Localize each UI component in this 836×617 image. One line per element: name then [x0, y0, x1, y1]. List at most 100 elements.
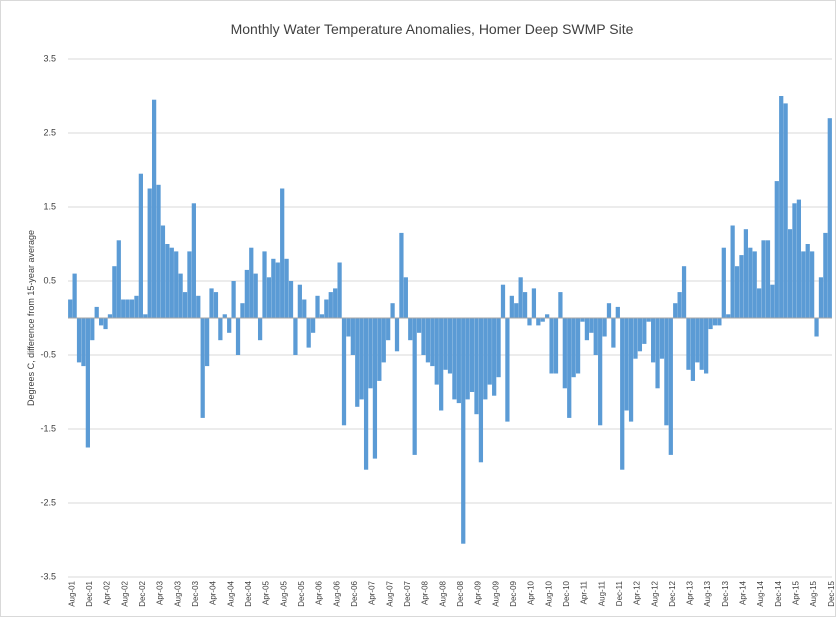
bar [642, 318, 647, 344]
bar [399, 232, 404, 318]
bar [818, 277, 824, 318]
bar [151, 99, 157, 318]
x-tick-label: Aug-02 [120, 580, 129, 606]
bar [757, 288, 762, 318]
bar [589, 318, 594, 333]
bar [138, 173, 143, 318]
bar [509, 295, 514, 318]
y-tick-label: 1.5 [43, 201, 56, 211]
x-tick-label: Apr-08 [421, 580, 430, 605]
x-tick-label: Apr-07 [368, 580, 377, 605]
bar [227, 318, 232, 333]
bar [567, 318, 572, 418]
bar [558, 292, 563, 318]
x-tick-label: Apr-05 [262, 580, 271, 605]
bar [368, 318, 373, 389]
bar [262, 251, 267, 318]
bar [469, 318, 475, 392]
bar [416, 318, 422, 333]
bar [761, 240, 766, 318]
bar [315, 295, 320, 318]
bar [615, 306, 620, 318]
y-tick-label: -2.5 [40, 497, 56, 507]
y-tick-label: -0.5 [40, 349, 56, 359]
bar [668, 318, 673, 455]
bar [319, 314, 325, 318]
bar [792, 203, 797, 318]
x-tick-label: Apr-14 [739, 580, 748, 605]
bar [324, 299, 329, 318]
bar [231, 281, 236, 318]
x-tick-label: Aug-05 [279, 580, 288, 606]
bar [129, 299, 135, 318]
bar [68, 299, 73, 318]
bar [483, 318, 488, 400]
bar [474, 318, 479, 415]
bar [580, 318, 585, 322]
bar [355, 318, 360, 407]
bar [655, 318, 660, 389]
bar [125, 299, 130, 318]
bar [143, 314, 148, 318]
bar [191, 203, 196, 318]
x-tick-label: Apr-13 [686, 580, 695, 605]
bar [425, 318, 431, 363]
x-tick-label: Apr-12 [633, 580, 642, 605]
bar [598, 318, 603, 426]
bar [147, 188, 152, 318]
x-tick-label: Dec-08 [456, 580, 465, 606]
bar [677, 292, 682, 318]
bar [169, 247, 174, 318]
bar [377, 318, 382, 381]
bar [266, 277, 272, 318]
bar [284, 258, 289, 318]
bar [430, 318, 435, 367]
x-tick-label: Dec-09 [509, 580, 518, 606]
bar [288, 281, 294, 318]
bar [302, 299, 307, 318]
bar [218, 318, 223, 341]
x-tick-label: Dec-06 [350, 580, 359, 606]
bar [204, 318, 210, 367]
bar [107, 314, 113, 318]
bar [717, 318, 722, 326]
bar [350, 318, 355, 355]
bar [739, 255, 744, 318]
bar [487, 318, 492, 385]
x-tick-label: Aug-13 [703, 580, 712, 606]
x-tick-label: Dec-15 [827, 580, 836, 606]
bar [76, 318, 82, 363]
bar [434, 318, 439, 385]
bar [196, 295, 201, 318]
bar [328, 292, 333, 318]
bar [540, 318, 545, 322]
bar [522, 292, 528, 318]
bar [478, 318, 484, 463]
bar [823, 232, 828, 318]
bar [686, 318, 691, 370]
x-tick-label: Aug-06 [332, 580, 341, 606]
y-tick-label: 0.5 [43, 275, 56, 285]
bar [765, 240, 771, 318]
y-axis-label: Degrees C, difference from 15-year avera… [26, 230, 36, 406]
bar [372, 318, 378, 459]
bar [439, 318, 444, 411]
bar [633, 318, 638, 359]
bar [90, 318, 95, 341]
x-tick-label: Apr-09 [474, 580, 483, 605]
bar [593, 318, 598, 355]
x-tick-label: Aug-08 [438, 580, 447, 606]
x-tick-label: Aug-07 [385, 580, 394, 606]
bar [500, 284, 506, 318]
x-tick-label: Aug-10 [544, 580, 553, 606]
bar [240, 303, 245, 318]
x-tick-label: Dec-01 [85, 580, 94, 606]
bar [452, 318, 457, 400]
bar [801, 251, 806, 318]
bar [575, 318, 581, 374]
bar [664, 318, 669, 426]
bar [465, 318, 470, 400]
x-tick-label: Dec-05 [297, 580, 306, 606]
bar [620, 318, 625, 470]
